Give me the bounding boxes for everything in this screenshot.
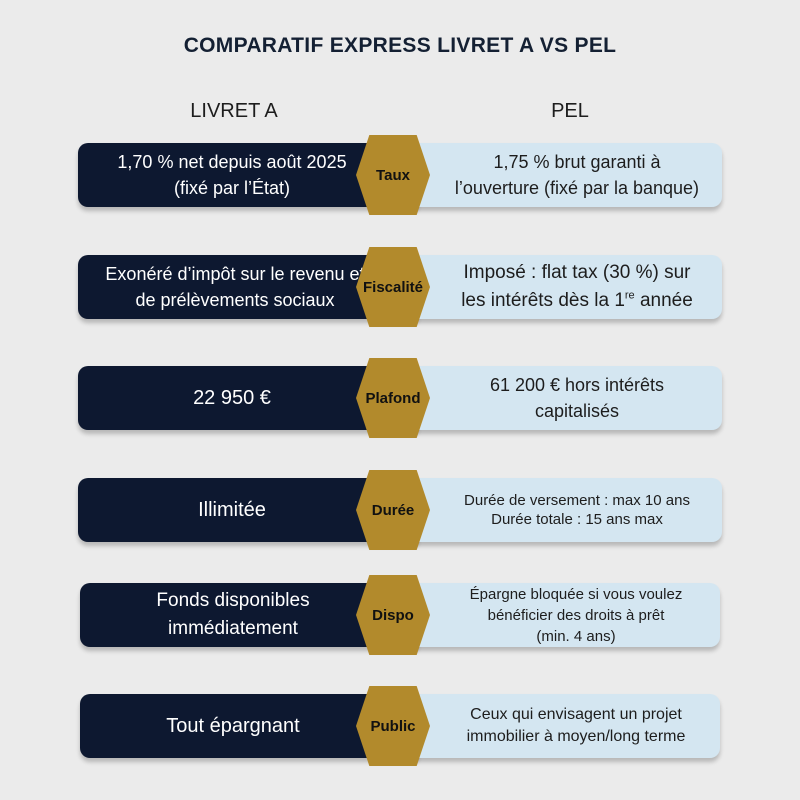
column-header-livret-a: LIVRET A: [190, 100, 278, 122]
cell-line: 61 200 € hors intérêts: [489, 375, 665, 395]
cell-line: 1,75 % brut garanti à: [493, 152, 661, 172]
criterion-hexagon: Plafond: [356, 358, 430, 438]
cell-line: 22 950 €: [193, 387, 271, 409]
criterion-label: Dispo: [372, 606, 414, 624]
cell-line: Illimitée: [198, 499, 266, 521]
cell-line: année: [634, 290, 693, 311]
pel-cell: Ceux qui envisagent un projet immobilier…: [410, 694, 720, 758]
criterion-label: Plafond: [365, 389, 421, 407]
cell-line: l’ouverture (fixé par la banque): [454, 178, 700, 198]
criterion-hexagon: Taux: [356, 135, 430, 215]
cell-line: immobilier à moyen/long terme: [466, 728, 686, 745]
column-header-pel: PEL: [551, 100, 589, 122]
criterion-hexagon: Public: [356, 686, 430, 766]
cell-line: immédiatement: [168, 618, 298, 639]
criterion-hexagon: Durée: [356, 470, 430, 550]
comparison-row-public: Tout épargnant Ceux qui envisagent un pr…: [0, 686, 800, 766]
cell-line: bénéficier des droits à prêt: [487, 606, 665, 624]
comparison-row-plafond: 22 950 € 61 200 € hors intérêts capitali…: [0, 358, 800, 438]
cell-line: Durée totale : 15 ans max: [491, 511, 663, 528]
cell-line: (min. 4 ans): [536, 627, 616, 645]
criterion-label: Durée: [371, 501, 415, 519]
cell-line: les intérêts dès la 1: [461, 290, 625, 311]
comparison-row-dispo: Fonds disponibles immédiatement Épargne …: [0, 575, 800, 655]
criterion-label: Public: [370, 717, 416, 735]
cell-line: Tout épargnant: [166, 715, 300, 737]
criterion-label: Taux: [376, 166, 410, 184]
criterion-label: Fiscalité: [362, 278, 424, 296]
cell-line: Fonds disponibles: [156, 590, 310, 611]
cell-line: 1,70 % net depuis août 2025: [117, 152, 347, 172]
comparison-row-taux: 1,70 % net depuis août 2025 (fixé par l’…: [0, 135, 800, 215]
criterion-hexagon: Dispo: [356, 575, 430, 655]
cell-line: de prélèvements sociaux: [135, 290, 335, 310]
criterion-hexagon: Fiscalité: [356, 247, 430, 327]
pel-cell: Durée de versement : max 10 ans Durée to…: [410, 478, 722, 542]
pel-cell: 1,75 % brut garanti à l’ouverture (fixé …: [410, 143, 722, 207]
cell-line: Épargne bloquée si vous voulez: [469, 585, 683, 603]
cell-line: Durée de versement : max 10 ans: [464, 492, 690, 509]
cell-line: Exonéré d’impôt sur le revenu et: [105, 264, 365, 284]
cell-line: capitalisés: [534, 401, 620, 421]
pel-cell: 61 200 € hors intérêts capitalisés: [410, 366, 722, 430]
pel-cell: Épargne bloquée si vous voulez bénéficie…: [410, 583, 720, 647]
comparison-row-duree: Illimitée Durée de versement : max 10 an…: [0, 470, 800, 550]
superscript: re: [624, 289, 635, 302]
page-title: COMPARATIF EXPRESS LIVRET A VS PEL: [183, 34, 617, 57]
cell-line: Imposé : flat tax (30 %) sur: [463, 262, 691, 283]
pel-cell: Imposé : flat tax (30 %) sur les intérêt…: [410, 255, 722, 319]
cell-line: Ceux qui envisagent un projet: [470, 706, 682, 723]
comparison-row-fiscalite: Exonéré d’impôt sur le revenu et de prél…: [0, 247, 800, 327]
cell-line: (fixé par l’État): [173, 178, 291, 198]
